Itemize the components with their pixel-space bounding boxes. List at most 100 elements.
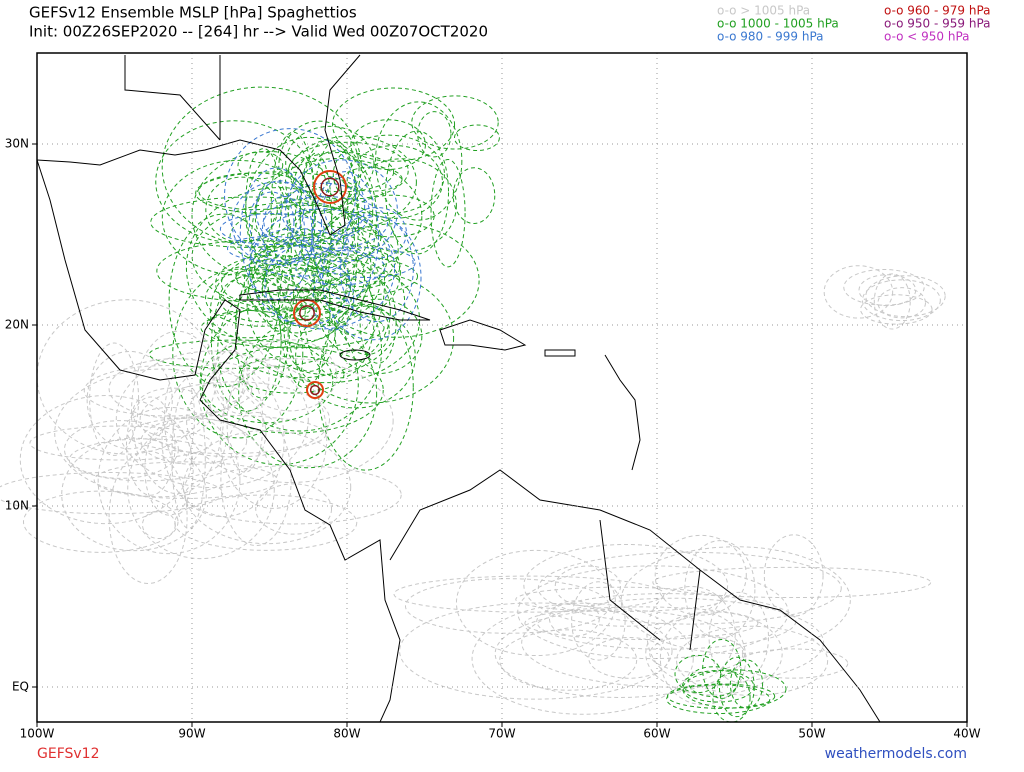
legend-entry: o-o 1000 - 1005 hPa (717, 17, 839, 31)
contour (523, 543, 729, 627)
contour (346, 145, 443, 219)
contour (22, 490, 179, 553)
contour (250, 181, 292, 318)
contour (253, 242, 401, 294)
legend-entry: o-o 980 - 999 hPa (717, 30, 824, 44)
contour (649, 634, 746, 673)
lon-label: 90W (178, 727, 205, 741)
contour (681, 670, 755, 703)
contour (174, 494, 358, 551)
contour (517, 565, 789, 660)
contour (659, 612, 747, 706)
contour (237, 151, 284, 180)
contour (36, 299, 217, 455)
contour (93, 461, 278, 499)
lon-label: 80W (333, 727, 360, 741)
mexico-central-america (36, 159, 401, 723)
contour (54, 368, 267, 498)
contour (261, 256, 295, 332)
contour (294, 150, 378, 285)
contour (455, 549, 616, 657)
puerto-rico (544, 349, 576, 357)
contour (317, 303, 414, 471)
contour (186, 358, 394, 483)
contour (521, 597, 825, 688)
contour (200, 338, 334, 424)
contour (209, 244, 391, 379)
contour (290, 151, 395, 193)
contour (235, 263, 333, 294)
contour (206, 310, 292, 339)
contour (411, 95, 499, 150)
contour (140, 417, 248, 465)
contour (219, 273, 305, 323)
contour (359, 280, 397, 364)
contour (323, 176, 366, 236)
axis-labels: 30N 20N 10N EQ 100W 90W 80W 70W 60W 50W 40W (5, 137, 981, 741)
contour (877, 287, 926, 319)
contour (295, 304, 416, 409)
contour (319, 211, 399, 288)
contour (453, 124, 500, 152)
contour (238, 355, 345, 394)
contour (248, 208, 396, 330)
contour (319, 247, 416, 278)
contour (139, 381, 331, 458)
contour (198, 172, 311, 211)
contour (515, 586, 724, 613)
legend-entry: o-o 960 - 979 hPa (884, 4, 991, 18)
contour (737, 648, 849, 679)
contour (288, 272, 455, 404)
contour (652, 566, 932, 599)
contour (666, 683, 776, 709)
contour (245, 136, 374, 289)
contour (127, 418, 275, 560)
contour (247, 231, 348, 334)
contour (249, 228, 349, 277)
contour (374, 101, 463, 221)
contour (304, 259, 375, 379)
contour (328, 278, 375, 336)
borders (124, 55, 701, 651)
contour (261, 256, 352, 317)
contour (729, 659, 764, 709)
contour (248, 191, 295, 253)
contour (332, 134, 445, 215)
contour (242, 339, 338, 412)
lon-label: 70W (488, 727, 515, 741)
contour (239, 167, 313, 300)
contour (860, 294, 933, 325)
contour (132, 387, 212, 438)
contour (682, 669, 787, 709)
contour (164, 371, 196, 464)
lat-label: 10N (5, 499, 29, 513)
jamaica (339, 349, 371, 361)
contour (238, 318, 378, 469)
contour (130, 330, 225, 495)
contour (865, 275, 946, 318)
low-center (293, 299, 321, 327)
contour (339, 215, 414, 323)
contour (311, 139, 359, 304)
contour (213, 349, 249, 403)
contour (702, 638, 742, 699)
contour (161, 159, 316, 276)
cuba (239, 289, 431, 321)
contour (684, 540, 756, 639)
contour (499, 629, 638, 691)
contour (299, 152, 333, 284)
model-label: GEFSv12 (37, 746, 100, 762)
contour (399, 602, 673, 700)
lat-label: EQ (12, 680, 29, 694)
title: GEFSv12 Ensemble MSLP [hPa] Spaghettios (29, 4, 357, 22)
contour (263, 196, 389, 250)
contour (231, 181, 323, 266)
contour (195, 171, 360, 215)
contour (172, 268, 304, 439)
contour (385, 130, 450, 255)
contour (278, 120, 360, 214)
contour (19, 395, 192, 525)
contour (182, 429, 352, 545)
contour (270, 131, 316, 287)
contour (226, 373, 264, 473)
